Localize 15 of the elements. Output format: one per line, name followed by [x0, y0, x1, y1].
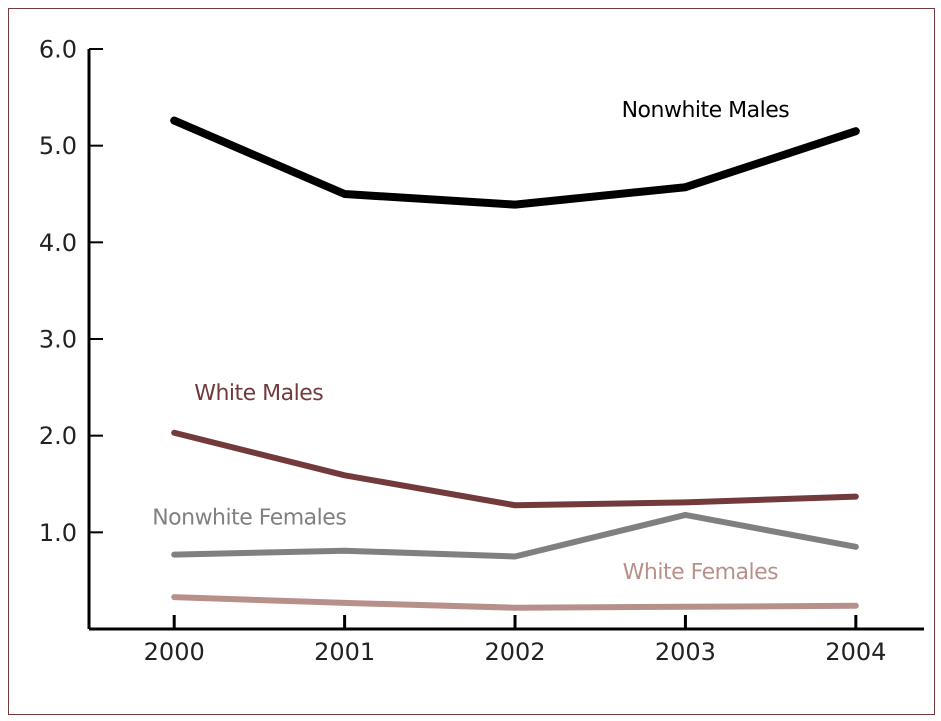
x-tick-label: 2002: [484, 638, 546, 666]
y-tick-label: 3.0: [38, 326, 77, 354]
x-tick-label: 2000: [144, 638, 205, 666]
y-tick-label: 6.0: [38, 36, 77, 64]
x-tick-label: 2004: [825, 638, 886, 666]
y-tick-label: 2.0: [38, 422, 77, 450]
series-label: Nonwhite Females: [152, 506, 346, 531]
y-tick-label: 1.0: [38, 518, 77, 547]
series-label: White Females: [622, 560, 778, 585]
series-label: Nonwhite Males: [622, 98, 790, 124]
y-tick-label: 5.0: [38, 132, 77, 160]
x-tick-label: 2003: [654, 638, 716, 666]
y-tick-label: 4.0: [38, 228, 77, 257]
series-label: White Males: [194, 380, 324, 406]
x-tick-label: 2001: [314, 638, 376, 666]
